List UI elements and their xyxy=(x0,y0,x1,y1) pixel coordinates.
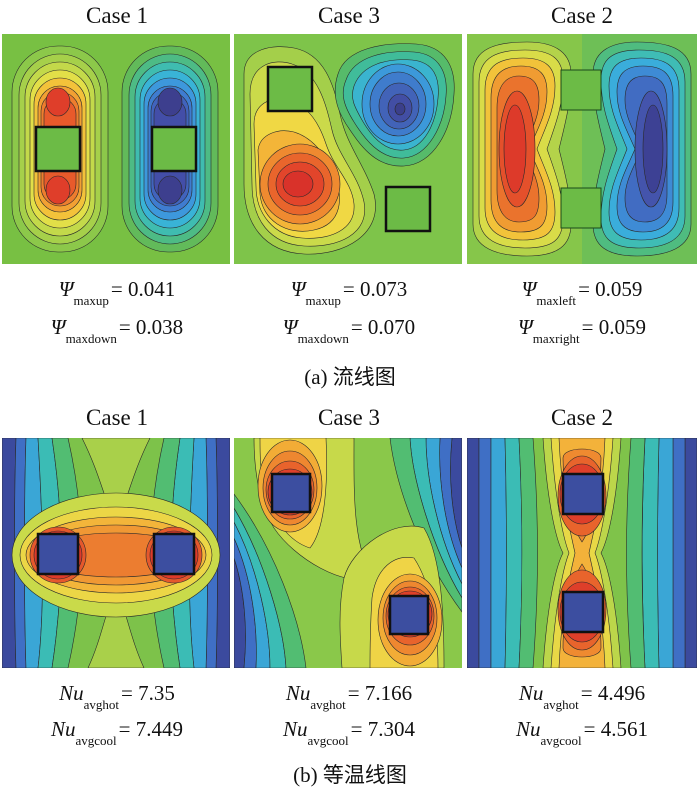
iso-case1-nu-avg-cool: Nuavgcool= 7.449 xyxy=(50,717,183,748)
iso-case3-title: Case 3 xyxy=(318,405,380,430)
stream-case3-title: Case 3 xyxy=(318,3,380,28)
stream-caption: (a) 流线图 xyxy=(304,365,396,389)
iso-caption: (b) 等温线图 xyxy=(293,763,407,787)
stream-case3-psi-max-down: Ψmaxdown= 0.070 xyxy=(282,315,416,346)
stream-case1-title: Case 1 xyxy=(86,3,148,28)
stream-case2-plot xyxy=(467,34,697,264)
iso-case2-nu-avg-cool: Nuavgcool= 4.561 xyxy=(515,717,648,748)
iso-case3-plot xyxy=(234,438,462,668)
iso-case1-title: Case 1 xyxy=(86,405,148,430)
stream-case1-psi-max-down: Ψmaxdown= 0.038 xyxy=(50,315,184,346)
stream-case2-psi-max-left: Ψmaxleft= 0.059 xyxy=(521,277,643,308)
stream-case3-psi-max-up: Ψmaxup= 0.073 xyxy=(290,277,408,308)
stream-case1-plot xyxy=(2,34,230,264)
stream-case2-title: Case 2 xyxy=(551,3,613,28)
iso-case2-plot xyxy=(467,438,697,668)
iso-case1-plot xyxy=(2,438,230,668)
iso-case2-nu-avg-hot: Nuavghot= 4.496 xyxy=(518,681,646,712)
stream-case2-psi-max-right: Ψmaxright= 0.059 xyxy=(517,315,647,346)
iso-case3-nu-avg-hot: Nuavghot= 7.166 xyxy=(285,681,413,712)
stream-case3-plot xyxy=(234,34,462,264)
iso-case3-nu-avg-cool: Nuavgcool= 7.304 xyxy=(282,717,415,748)
iso-case2-title: Case 2 xyxy=(551,405,613,430)
stream-case1-psi-max-up: Ψmaxup= 0.041 xyxy=(58,277,176,308)
iso-case1-nu-avg-hot: Nuavghot= 7.35 xyxy=(59,681,175,712)
